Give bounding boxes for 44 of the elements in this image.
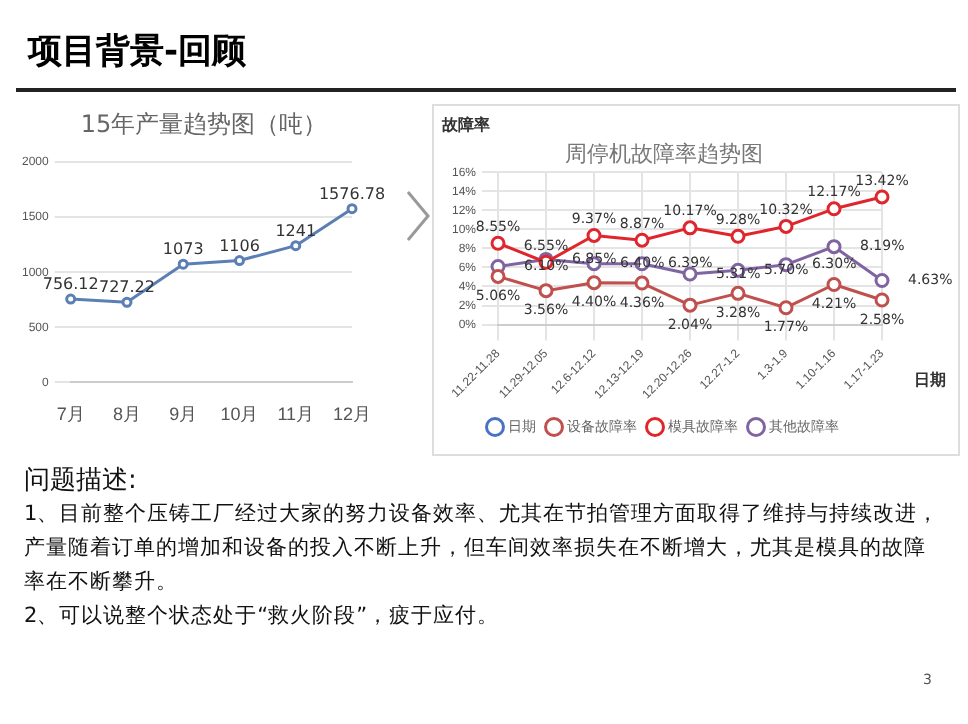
- text: 1、目前整个压铸工厂经过大家的努力设备效率、尤其在节拍管理方面取得了维持与持续改进，产量随着订单的增加和设备的投入不断上升，但车间效率损失在不断增大，尤其是模具的故障率在不断攀升。: [24, 500, 942, 598]
- point: [490, 235, 506, 251]
- point: [634, 232, 650, 248]
- point: [874, 189, 890, 205]
- point: [65, 293, 77, 305]
- point: [778, 218, 794, 234]
- data-label: 1241: [275, 221, 317, 240]
- data-label: 1073: [162, 240, 204, 259]
- point: [586, 275, 602, 291]
- x-tick-label: 8月: [112, 404, 141, 425]
- point: [177, 258, 189, 270]
- point: [730, 228, 746, 244]
- text: 项目背景-回顾: [28, 30, 247, 74]
- chart-title: 周停机故障率趋势图: [565, 141, 763, 168]
- x-tick-label: 11月: [277, 404, 315, 425]
- chart-title: 15年产量趋势图（吨）: [78, 108, 330, 142]
- data-label: 1106: [219, 236, 260, 255]
- point: [121, 296, 133, 308]
- point: [346, 203, 358, 215]
- point: [826, 277, 842, 292]
- y-axis-title: 故障率: [440, 114, 490, 135]
- point: [634, 275, 650, 291]
- point: [490, 268, 506, 284]
- point: [826, 201, 842, 217]
- data-label: 1576.78: [318, 184, 386, 203]
- point: [874, 273, 890, 288]
- text: 问题描述:: [24, 464, 139, 498]
- point: [538, 283, 554, 299]
- x-tick-label: 12月: [332, 404, 372, 425]
- point: [682, 297, 698, 313]
- text: 2、可以说整个状态处于“救火阶段”，疲于应付。: [24, 602, 502, 632]
- x-tick-label: 7月: [56, 404, 85, 425]
- point: [233, 255, 245, 267]
- point: [290, 240, 302, 252]
- point: [682, 220, 698, 236]
- x-tick-label: 10月: [220, 404, 259, 425]
- x-axis-title: 日期: [914, 370, 946, 389]
- data-label: 756.12: [42, 275, 99, 294]
- point: [730, 285, 746, 301]
- x-tick-label: 9月: [169, 404, 198, 425]
- point: [826, 239, 842, 255]
- point: [586, 227, 602, 243]
- point: [778, 300, 794, 316]
- point: [874, 292, 890, 308]
